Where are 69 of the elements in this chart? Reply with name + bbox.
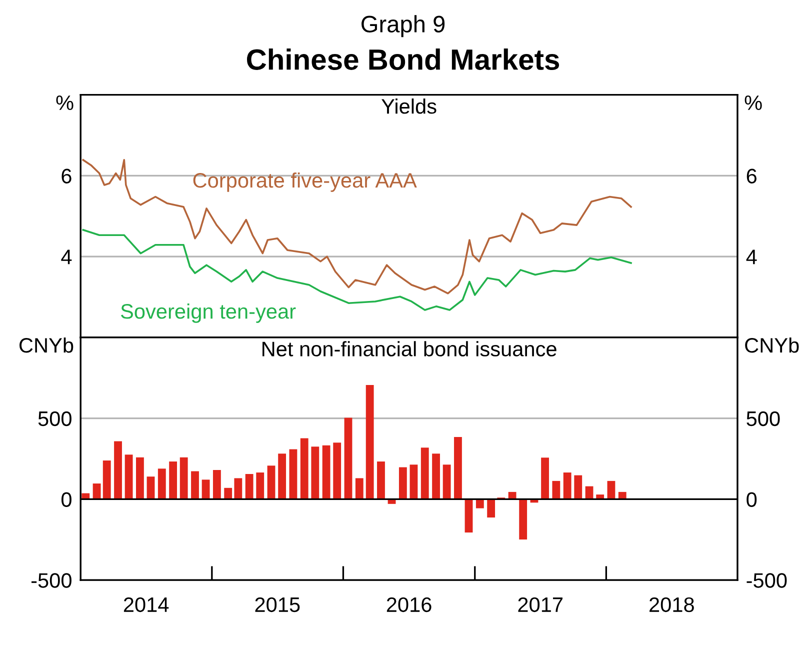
bar <box>442 464 451 500</box>
bar <box>398 467 407 500</box>
y2-axis-title: % <box>744 95 762 110</box>
x-tick-label: 2014 <box>124 597 169 612</box>
bar <box>158 468 166 500</box>
bar <box>234 478 242 500</box>
chart-title: Net non-financial bond issuance <box>262 341 556 356</box>
y2-tick-label: 6 <box>746 168 756 184</box>
bar <box>618 492 626 500</box>
bar <box>311 446 320 500</box>
bar <box>377 462 385 500</box>
bar <box>607 480 616 500</box>
line-series <box>82 159 632 294</box>
bar <box>574 475 582 500</box>
bar <box>366 385 374 500</box>
bar <box>333 442 342 500</box>
x-tick-label: 2015 <box>255 597 300 612</box>
bar <box>278 454 286 500</box>
bar <box>146 476 155 500</box>
bar <box>289 449 298 500</box>
y-axis-title: CNYb <box>20 337 74 353</box>
y-tick-label: 4 <box>61 250 72 264</box>
bar <box>487 499 496 518</box>
bar <box>224 488 232 500</box>
y2-tick-label: 0 <box>746 492 757 507</box>
y-tick-label: 500 <box>38 411 72 426</box>
bar <box>114 441 122 500</box>
bar <box>212 470 221 500</box>
x-tick-label: 2018 <box>650 597 694 612</box>
bar <box>267 466 276 500</box>
bar <box>300 438 308 500</box>
y-tick-label: 6 <box>62 168 72 184</box>
bar <box>191 471 199 500</box>
bar <box>552 480 560 500</box>
y2-tick-label: 500 <box>746 411 780 426</box>
bar <box>322 445 330 500</box>
chart-subtitle: Graph 9 <box>362 15 445 38</box>
y-tick-label: -500 <box>32 573 72 588</box>
bar <box>420 448 429 500</box>
bar <box>563 472 572 500</box>
bar <box>92 484 101 500</box>
bar <box>344 418 352 500</box>
bar <box>102 460 111 500</box>
bar <box>124 454 133 500</box>
bar <box>136 457 144 500</box>
y-axis-title: % <box>56 95 74 110</box>
bar <box>256 472 264 500</box>
bar <box>245 474 254 500</box>
y2-tick-label: 4 <box>746 250 757 264</box>
bar <box>519 499 528 540</box>
x-tick-label: 2016 <box>386 597 432 612</box>
y2-tick-label: -500 <box>746 573 787 588</box>
bar <box>355 478 364 500</box>
bar <box>82 493 90 500</box>
series-label: Corporate five-year AAA <box>193 172 417 192</box>
y-tick-label: 0 <box>61 492 72 507</box>
bar <box>454 436 462 500</box>
bar <box>169 462 178 500</box>
bar <box>180 457 188 500</box>
x-tick-label: 2017 <box>518 597 562 612</box>
bar <box>410 464 418 500</box>
bar <box>541 458 549 500</box>
bar <box>464 499 473 533</box>
annotation: Yields <box>382 98 436 114</box>
bar <box>202 480 210 500</box>
chart-title: Chinese Bond Markets <box>246 48 560 70</box>
series-label: Sovereign ten-year <box>120 303 296 323</box>
y2-axis-title: CNYb <box>745 337 799 353</box>
bar <box>432 454 440 500</box>
